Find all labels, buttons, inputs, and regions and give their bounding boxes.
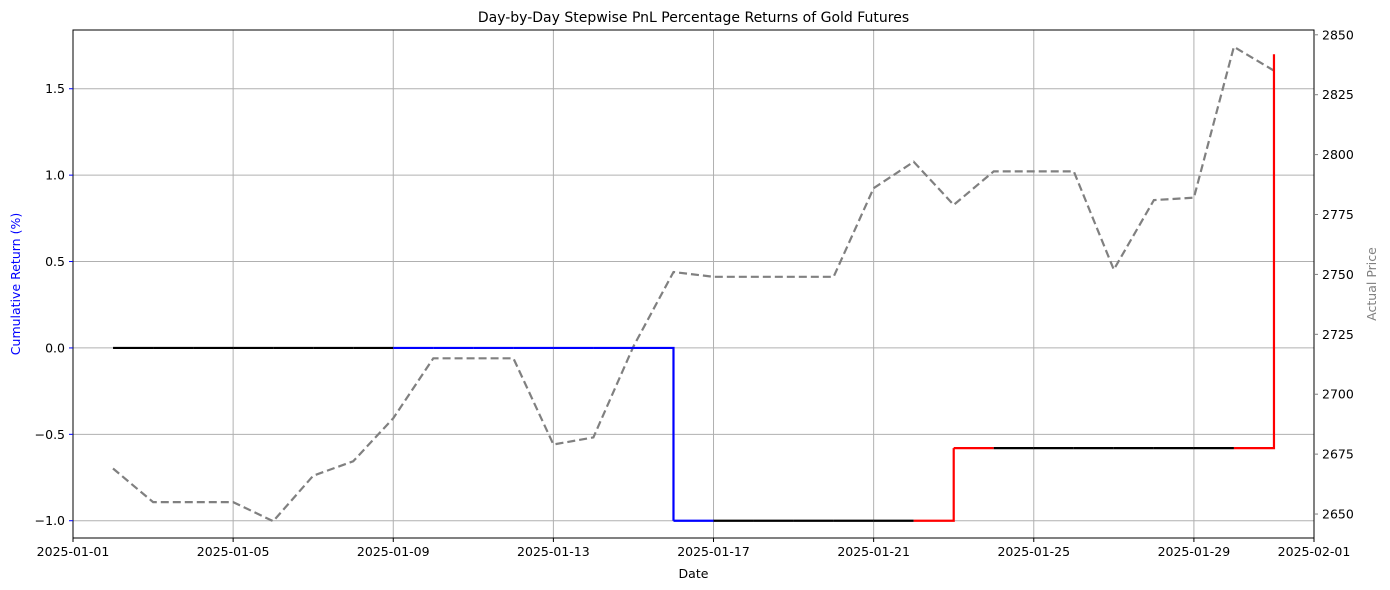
x-tick-label: 2025-01-13: [517, 544, 590, 559]
y-right-tick-label: 2850: [1322, 27, 1354, 42]
y-right-tick-label: 2675: [1322, 447, 1354, 462]
chart-title: Day-by-Day Stepwise PnL Percentage Retur…: [478, 10, 909, 26]
return-step-segment: [1233, 54, 1276, 450]
grid-lines: [72, 30, 1315, 538]
y-right-tick-label: 2650: [1322, 507, 1354, 522]
y-right-tick-label: 2750: [1322, 267, 1354, 282]
y-right-tick-label: 2825: [1322, 87, 1354, 102]
y-left-tick-label: 1.0: [45, 168, 65, 183]
y-axis-right: 2650 2675 2700 2725 2750 2775 2800 2825 2850: [1314, 27, 1354, 522]
price-series: [112, 45, 1275, 523]
y-axis-right-label: Actual Price: [1364, 247, 1379, 321]
y-left-tick-label: 1.5: [45, 81, 65, 96]
y-axis-left: −1.0 −0.5 0.0 0.5 1.0 1.5: [35, 81, 73, 528]
return-step-segment: [913, 448, 955, 522]
x-tick-label: 2025-01-25: [997, 544, 1070, 559]
x-tick-label: 2025-01-01: [37, 544, 110, 559]
y-left-tick-label: −1.0: [35, 513, 65, 528]
y-axis-left-label: Cumulative Return (%): [8, 213, 23, 355]
y-left-tick-label: 0.5: [45, 254, 65, 269]
y-left-tick-label: 0.0: [45, 340, 65, 355]
plot-frame: [72, 29, 1315, 539]
y-right-tick-label: 2725: [1322, 327, 1354, 342]
x-tick-label: 2025-02-01: [1278, 544, 1351, 559]
x-tick-label: 2025-01-17: [677, 544, 750, 559]
x-tick-label: 2025-01-09: [357, 544, 430, 559]
x-tick-label: 2025-01-29: [1158, 544, 1231, 559]
y-right-tick-label: 2700: [1322, 387, 1354, 402]
y-right-tick-label: 2775: [1322, 207, 1354, 222]
y-left-tick-label: −0.5: [35, 427, 65, 442]
x-tick-label: 2025-01-21: [837, 544, 910, 559]
return-step-segment: [633, 346, 675, 521]
y-right-tick-label: 2800: [1322, 147, 1354, 162]
x-axis-label: Date: [679, 566, 709, 581]
x-axis: 2025-01-01 2025-01-05 2025-01-09 2025-01-13…: [37, 538, 1351, 559]
x-tick-label: 2025-01-05: [197, 544, 270, 559]
price-line: [112, 45, 1275, 523]
return-series: [113, 54, 1276, 522]
